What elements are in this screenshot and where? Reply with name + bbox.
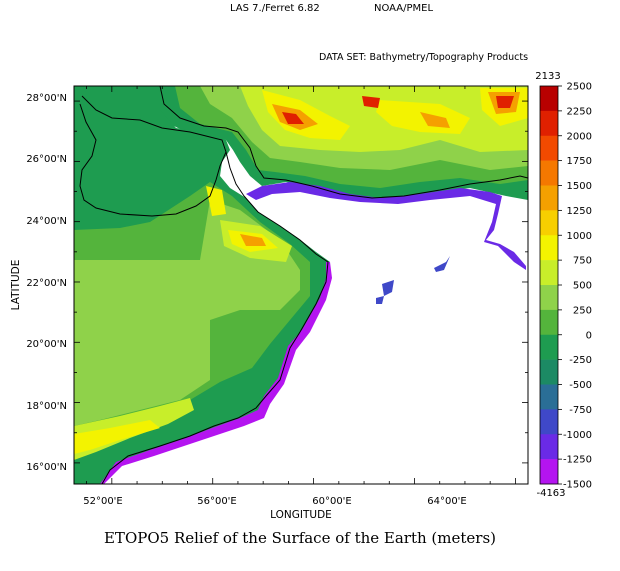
lat-tick-label: 22°00'N [26,278,67,289]
iran-upland [262,88,528,140]
arabia-peaks [240,234,266,246]
arabian-sea-shelf [100,262,332,484]
colorbar-level-label: 2500 [567,82,592,93]
y-axis-title: LATITUDE [10,260,22,311]
lon-tick-label: 56°00'E [197,496,237,507]
map-plot-area [74,86,528,484]
lat-tick-label: 26°00'N [26,154,67,165]
x-axis-title: LONGITUDE [270,509,332,521]
colorbar-cell [540,309,558,336]
longitude-tick-labels: 52°00'E 56°00'E 60°00'E 64°00'E [83,496,467,507]
colorbar-level-label: 2250 [567,106,592,117]
colorbar-cell [540,235,558,261]
arabia-midland [74,200,300,426]
colorbar-level-label: -500 [569,380,592,391]
colorbar-cell [540,160,558,186]
colorbar-level-label: 1000 [567,231,592,242]
lon-tick-label: 64°00'E [427,496,467,507]
colorbar-cell [540,434,558,460]
colorbar-level-label: 500 [573,281,592,292]
colorbar-cell [540,384,558,410]
software-label: LAS 7./Ferret 6.82 [230,3,320,14]
map-title: ETOPO5 Relief of the Surface of the Eart… [104,529,496,547]
colorbar-level-label: 750 [573,256,592,267]
colorbar-level-label: -750 [569,405,592,416]
arabia-coastline [79,95,227,217]
axis-ticks [74,86,528,484]
colorbar-cell [540,110,558,137]
oman-coastline [101,151,329,484]
lon-tick-label: 60°00'E [312,496,352,507]
colorbar-cell [540,185,558,211]
colorbar-level-label: -250 [569,355,592,366]
lon-tick-label: 52°00'E [83,496,123,507]
colorbar-cell [540,135,558,161]
lat-tick-label: 24°00'N [26,216,67,227]
colorbar: 25002250200017501500125010007505002500-2… [535,71,592,499]
colorbar-cell [540,409,558,435]
plot-frame [73,85,529,485]
colorbar-level-label: 250 [573,305,592,316]
colorbar-level-label: -1000 [563,430,592,441]
colorbar-labels: 25002250200017501500125010007505002500-2… [558,82,592,491]
colorbar-level-label: 1750 [567,156,592,167]
colorbar-level-label: 1500 [567,181,592,192]
colorbar-cell [540,359,558,385]
colorbar-cells [540,86,558,485]
lat-tick-label: 16°00'N [26,462,67,473]
colorbar-cell [540,285,558,311]
colorbar-min-label: -4163 [536,488,565,499]
iran-coastline [159,86,528,199]
colorbar-cell [540,260,558,286]
colorbar-level-label: -1250 [563,455,592,466]
lat-tick-label: 20°00'N [26,339,67,350]
lat-tick-label: 28°00'N [26,93,67,104]
colorbar-cell [540,459,558,485]
colorbar-cell [540,210,558,236]
colorbar-level-label: 2000 [567,131,592,142]
colorbar-level-label: -1500 [563,480,592,491]
gulf-oman-shelf [246,182,526,270]
latitude-tick-labels: 16°00'N 18°00'N 20°00'N 22°00'N 24°00'N … [26,93,67,473]
coastlines [79,86,528,484]
dataset-label: DATA SET: Bathymetry/Topography Products [319,52,529,63]
colorbar-cell [540,86,558,112]
colorbar-level-label: 1250 [567,206,592,217]
colorbar-cell [540,334,558,360]
lat-tick-label: 18°00'N [26,401,67,412]
iran-peaks [272,92,520,130]
colorbar-level-label: 0 [586,330,592,341]
colorbar-max-label: 2133 [535,71,560,82]
org-label: NOAA/PMEL [374,3,434,14]
